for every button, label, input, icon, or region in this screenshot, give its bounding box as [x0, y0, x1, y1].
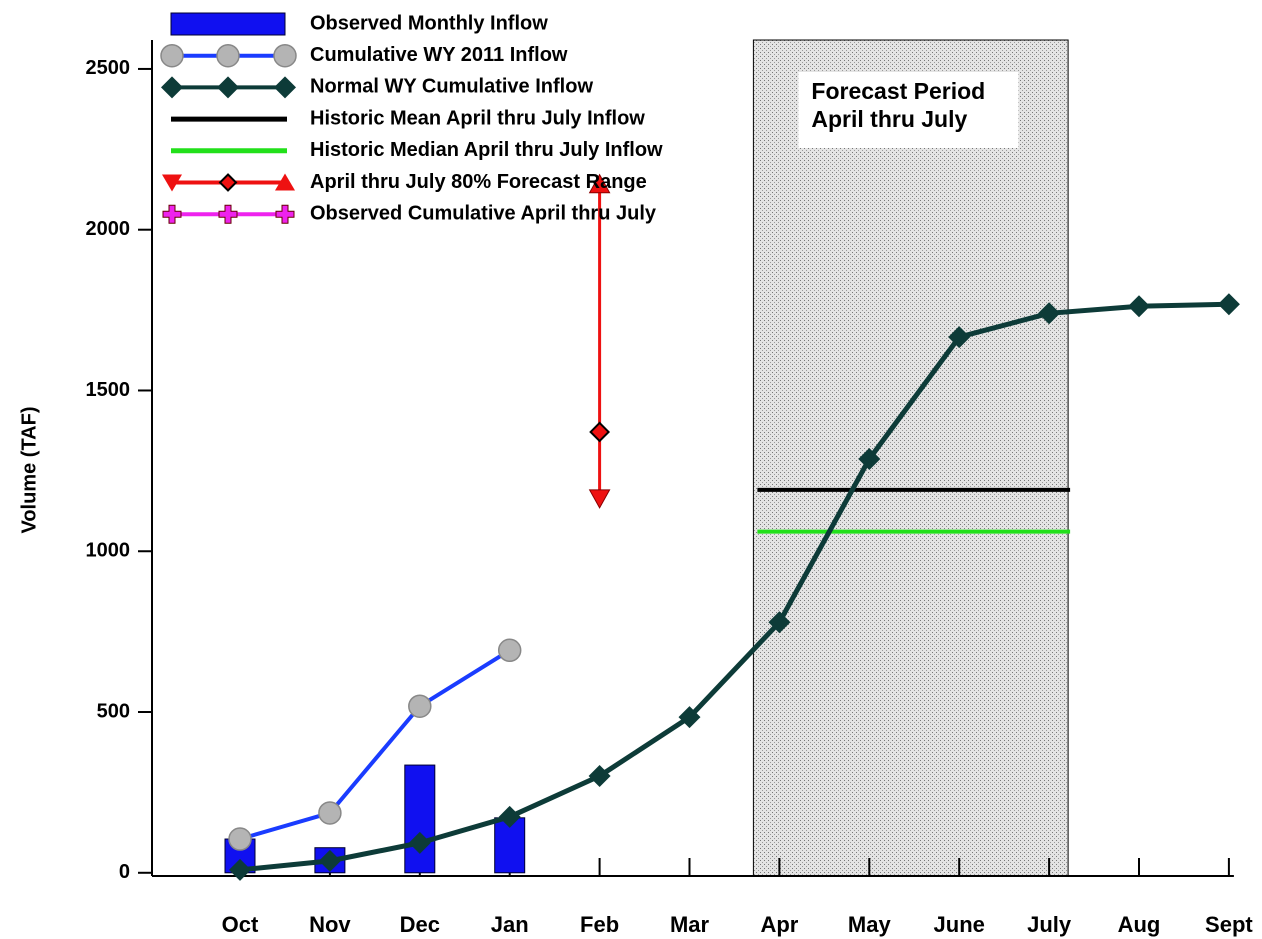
x-tick-label: Feb — [580, 912, 619, 937]
legend-marker — [217, 76, 239, 99]
legend-marker — [218, 204, 238, 224]
y-tick-label: 2000 — [86, 218, 131, 240]
y-tick-label: 1500 — [86, 379, 131, 401]
point — [229, 858, 251, 881]
series-line — [239, 648, 511, 841]
point — [768, 611, 791, 634]
x-tick-label: Jan — [491, 912, 529, 937]
bar — [404, 764, 436, 874]
legend-marker — [275, 204, 295, 224]
point — [678, 706, 701, 729]
legend-item: Observed Cumulative April thru July — [162, 202, 657, 224]
forecast-period — [752, 39, 1069, 877]
x-tick-label: July — [1027, 912, 1072, 937]
x-tick-label: Dec — [400, 912, 440, 937]
legend-label: Normal WY Cumulative Inflow — [310, 76, 593, 98]
x-tick-label: June — [934, 912, 985, 937]
legend-marker — [275, 173, 295, 191]
y-tick-label: 2500 — [86, 57, 131, 79]
x-tick-label: May — [848, 912, 892, 937]
legend-marker — [218, 173, 238, 192]
point — [1128, 295, 1150, 318]
forecast-period-label: Forecast Period — [811, 78, 985, 104]
legend-item: Observed Monthly Inflow — [170, 12, 548, 36]
legend-label: Historic Mean April thru July Inflow — [310, 107, 645, 129]
legend-marker — [273, 43, 297, 68]
point — [858, 447, 881, 470]
legend-marker — [274, 76, 296, 99]
forecast-marker — [588, 173, 611, 194]
legend-marker — [216, 43, 240, 68]
forecast-label-bg — [798, 72, 1019, 148]
point — [318, 849, 341, 872]
forecast-marker — [588, 489, 611, 509]
point — [1038, 302, 1061, 325]
point — [588, 765, 611, 788]
legend-label: Cumulative WY 2011 Inflow — [310, 44, 568, 66]
forecast-period-label: April thru July — [811, 106, 967, 132]
point — [318, 801, 342, 825]
point — [498, 805, 521, 828]
x-tick-label: Aug — [1118, 912, 1161, 937]
legend-marker — [161, 76, 183, 99]
legend-marker — [162, 204, 182, 224]
y-tick-label: 1000 — [86, 540, 131, 562]
x-tick-label: Oct — [222, 912, 259, 937]
legend-swatch — [170, 12, 286, 36]
legend-label: Observed Monthly Inflow — [310, 12, 548, 34]
forecast-marker — [589, 421, 611, 443]
legend-label: Historic Median April thru July Inflow — [310, 139, 663, 161]
x-tick-label: Sept — [1205, 912, 1253, 937]
x-tick-label: Apr — [760, 912, 798, 937]
legend-marker — [162, 174, 182, 192]
point — [408, 831, 431, 854]
point — [497, 638, 522, 663]
point — [228, 827, 252, 851]
legend-item: Cumulative WY 2011 Inflow — [160, 43, 568, 68]
point — [408, 694, 432, 718]
legend-item: Historic Median April thru July Inflow — [171, 139, 663, 161]
legend-item: April thru July 80% Forecast Range — [162, 171, 647, 193]
legend-item: Normal WY Cumulative Inflow — [161, 76, 593, 99]
y-axis-label: Volume (TAF) — [18, 406, 40, 533]
point — [948, 326, 971, 349]
y-tick-label: 0 — [119, 861, 130, 883]
point — [1217, 293, 1240, 316]
series-line — [239, 301, 1229, 873]
legend-marker — [160, 43, 184, 68]
legend-label: Observed Cumulative April thru July — [310, 202, 657, 224]
y-tick-label: 500 — [97, 700, 130, 722]
x-tick-label: Mar — [670, 912, 710, 937]
legend-item: Historic Mean April thru July Inflow — [171, 107, 645, 129]
legend-label: April thru July 80% Forecast Range — [310, 171, 647, 193]
x-tick-label: Nov — [309, 912, 351, 937]
